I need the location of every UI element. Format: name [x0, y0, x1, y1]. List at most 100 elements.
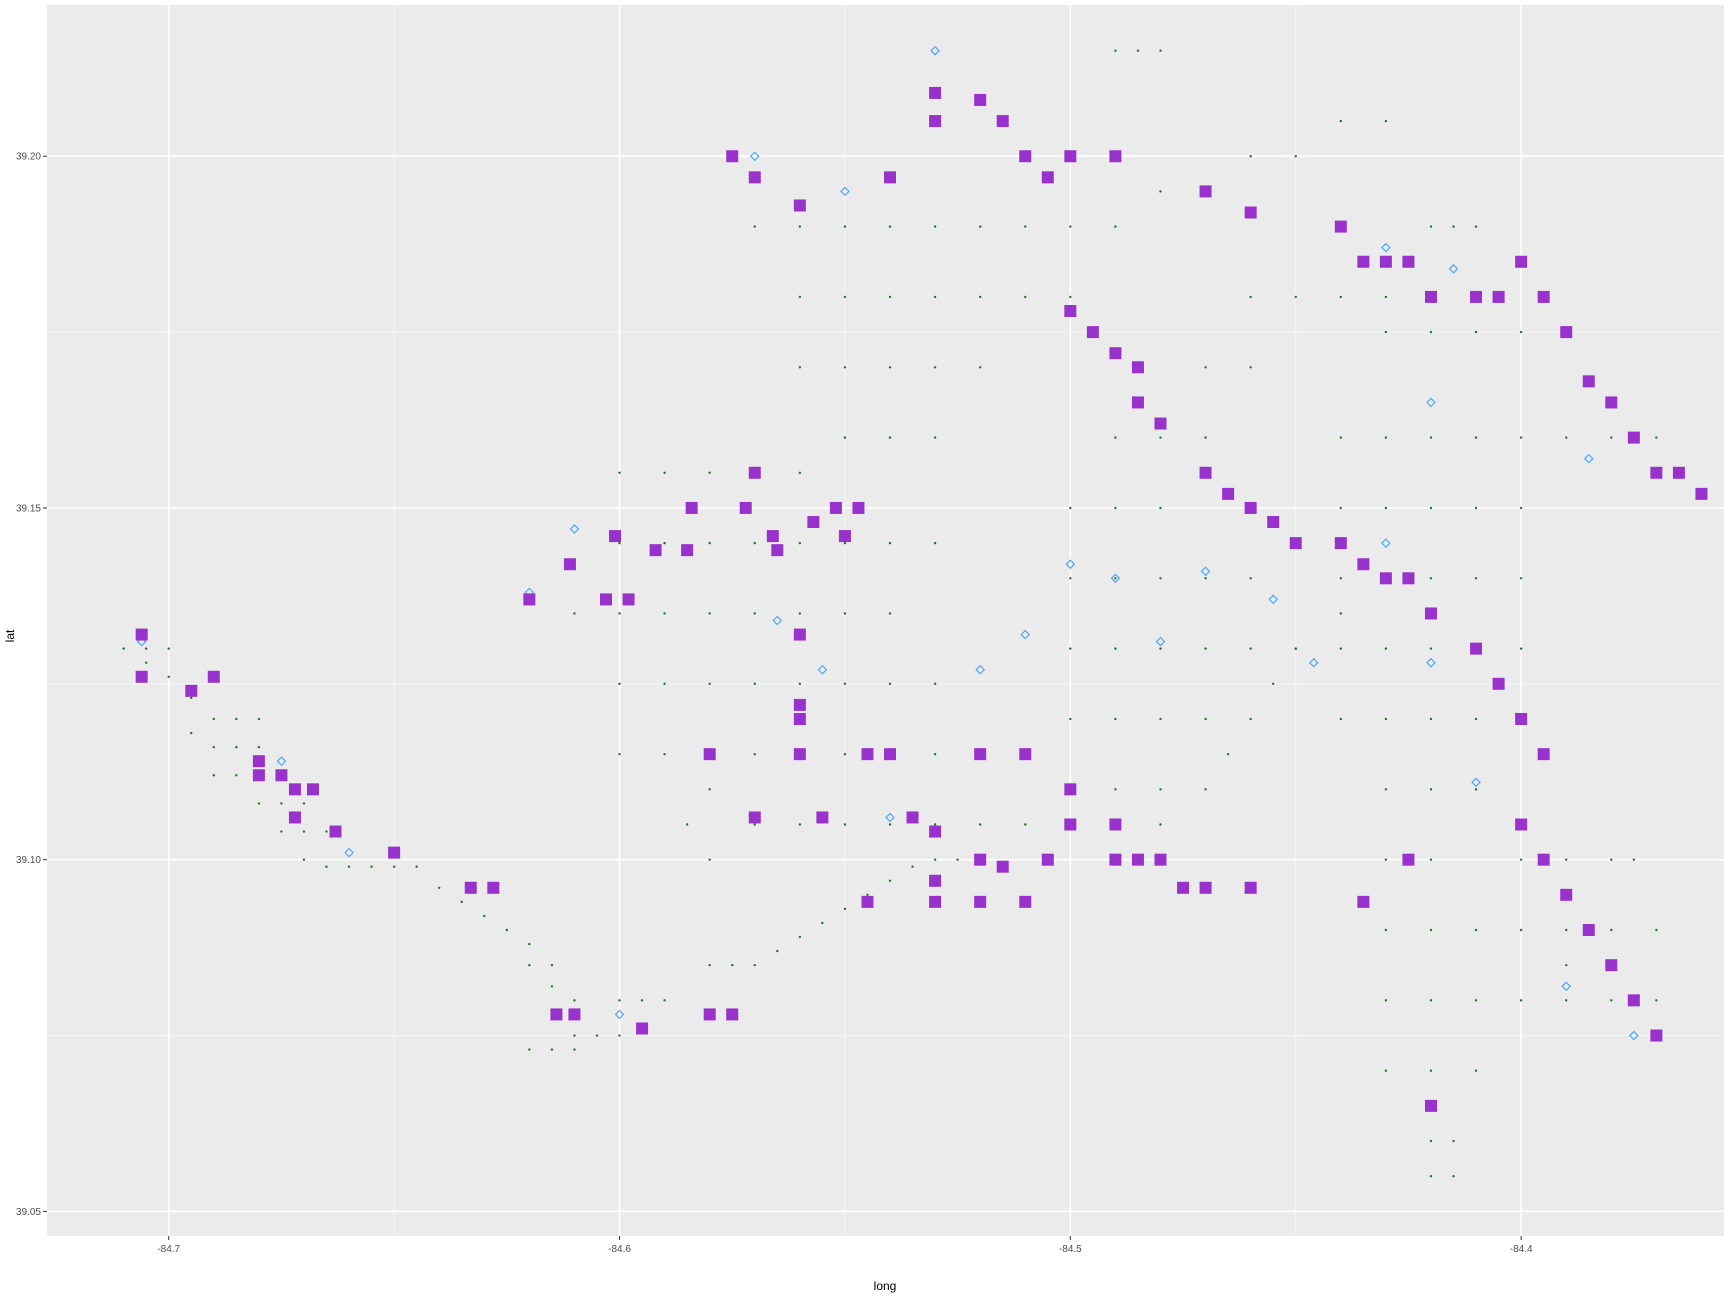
grid-point — [888, 295, 892, 299]
square-point — [748, 466, 761, 479]
observed-point — [1628, 1030, 1639, 1041]
square-point — [1064, 783, 1077, 796]
grid-point — [595, 1034, 599, 1037]
grid-point — [1655, 436, 1658, 439]
grid-point — [888, 879, 892, 882]
square-point — [703, 1008, 716, 1021]
square-series — [135, 86, 1708, 1112]
grid-point — [1474, 506, 1478, 510]
grid-point — [1249, 155, 1252, 158]
grid-point — [1474, 436, 1478, 439]
grid-point — [1565, 436, 1568, 439]
grid-point — [528, 1048, 531, 1051]
grid-point — [1474, 225, 1478, 228]
grid-point — [1519, 436, 1523, 439]
square-point — [1019, 895, 1032, 908]
square-point — [793, 748, 806, 761]
observed-point — [1381, 538, 1391, 548]
grid-point — [1159, 49, 1162, 52]
square-point — [726, 1008, 739, 1021]
grid-point — [1474, 788, 1478, 791]
grid-point — [1452, 225, 1455, 228]
grid-point — [753, 541, 756, 545]
grid-point — [1519, 928, 1523, 932]
grid-point — [1339, 295, 1343, 299]
grid-point — [1114, 647, 1117, 650]
observed-point — [344, 847, 354, 858]
grid-point — [843, 682, 847, 686]
grid-point — [708, 541, 711, 545]
grid-point — [1474, 577, 1478, 580]
grid-point — [1339, 119, 1343, 123]
grid-point — [460, 900, 463, 904]
grid-point — [708, 963, 711, 967]
grid-point — [1249, 366, 1252, 369]
observed-point — [1155, 636, 1166, 647]
grid-point — [843, 295, 847, 299]
grid-point — [1249, 717, 1252, 721]
grid-point — [1204, 577, 1207, 580]
square-point — [568, 1008, 581, 1021]
observed-point — [1110, 573, 1121, 584]
square-point — [703, 748, 716, 761]
square-point — [523, 593, 536, 606]
grid-point — [573, 1048, 576, 1051]
square-point — [1605, 959, 1618, 972]
square-point — [1064, 304, 1077, 317]
square-point — [135, 628, 148, 641]
grid-point — [1024, 823, 1027, 826]
grid-point — [302, 858, 306, 861]
grid-point — [843, 436, 847, 439]
grid-point — [708, 858, 711, 861]
square-point — [1424, 607, 1437, 620]
observed-point — [1583, 453, 1594, 464]
square-point — [739, 501, 752, 514]
grid-point — [843, 541, 847, 545]
square-point — [1131, 853, 1144, 866]
grid-point — [1339, 506, 1343, 510]
grid-point — [1159, 190, 1162, 193]
grid-point — [1339, 577, 1343, 580]
grid-point — [1271, 682, 1275, 686]
square-point — [388, 846, 401, 859]
square-point — [685, 501, 698, 514]
square-point — [1492, 290, 1505, 303]
grid-point — [325, 865, 328, 868]
square-point — [929, 86, 942, 99]
grid-point — [618, 752, 621, 756]
square-point — [807, 516, 820, 529]
grid-point — [370, 865, 373, 868]
square-point — [636, 1022, 649, 1035]
grid-point — [550, 963, 554, 967]
grid-point — [1204, 647, 1207, 650]
square-point — [1154, 417, 1167, 430]
grid-point — [1339, 436, 1343, 439]
square-point — [1582, 924, 1595, 937]
square-point — [1267, 516, 1280, 529]
square-point — [996, 860, 1009, 873]
square-point — [252, 755, 265, 768]
observed-point — [1065, 559, 1076, 570]
square-point — [1154, 853, 1167, 866]
grid-point — [235, 717, 238, 721]
grid-point — [933, 366, 937, 369]
grid-point — [1294, 647, 1297, 650]
square-point — [852, 501, 865, 514]
grid-point — [1294, 155, 1297, 158]
grid-point — [1452, 1139, 1455, 1143]
plot-panel — [47, 5, 1724, 1236]
square-point — [1515, 712, 1528, 725]
grid-point — [1519, 577, 1523, 580]
observed-point — [614, 1009, 625, 1020]
observed-point — [1268, 594, 1279, 605]
grid-point — [618, 682, 621, 686]
square-point — [1109, 853, 1122, 866]
grid-point — [1294, 295, 1297, 299]
grid-point — [843, 225, 847, 228]
y-tick-label: 39.15 — [16, 503, 41, 514]
grid-point — [122, 647, 125, 650]
grid-point — [1610, 436, 1613, 439]
grid-point — [1384, 788, 1388, 791]
x-axis-title: long — [874, 1279, 897, 1293]
observed-point — [817, 664, 828, 675]
